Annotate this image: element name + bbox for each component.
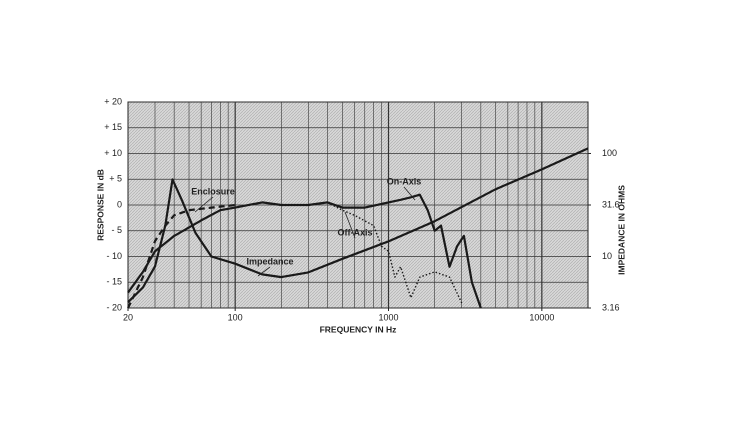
y-tick-label: + 20 bbox=[104, 96, 122, 106]
y-axis-label: RESPONSE IN dB bbox=[95, 169, 105, 241]
y-tick-label: + 15 bbox=[104, 122, 122, 132]
y2-axis-label: IMPEDANCE IN OHMS bbox=[616, 185, 626, 275]
y2-tick-label: 3.16 bbox=[602, 302, 620, 312]
x-axis-label: FREQUENCY IN Hz bbox=[320, 324, 397, 334]
series-label: Off-Axis bbox=[337, 227, 372, 237]
y2-tick-label: 31.6 bbox=[602, 199, 620, 209]
y-tick-label: - 20 bbox=[106, 302, 122, 312]
x-tick-label: 20 bbox=[123, 312, 133, 322]
series-line bbox=[127, 147, 589, 303]
label-leader bbox=[344, 211, 356, 239]
y-tick-label: 0 bbox=[117, 199, 122, 209]
y2-tick-label: 100 bbox=[602, 148, 617, 158]
x-tick-label: 100 bbox=[228, 312, 243, 322]
y-tick-label: + 5 bbox=[109, 174, 122, 184]
x-tick-label: 1000 bbox=[378, 312, 398, 322]
x-tick-label: 10000 bbox=[529, 312, 554, 322]
label-leader bbox=[194, 196, 214, 213]
y-tick-label: - 5 bbox=[111, 225, 122, 235]
y-tick-label: - 10 bbox=[106, 251, 122, 261]
series-line bbox=[127, 193, 482, 309]
label-leader bbox=[403, 186, 416, 201]
label-leader bbox=[257, 266, 271, 277]
y-tick-label: - 15 bbox=[106, 277, 122, 287]
series-line bbox=[327, 201, 463, 304]
series-label: Enclosure bbox=[191, 186, 235, 196]
y-tick-label: + 10 bbox=[104, 148, 122, 158]
series-label: Impedance bbox=[246, 256, 293, 266]
series-label: On-Axis bbox=[387, 176, 422, 186]
series-line bbox=[127, 203, 236, 309]
y2-tick-label: 10 bbox=[602, 251, 612, 261]
